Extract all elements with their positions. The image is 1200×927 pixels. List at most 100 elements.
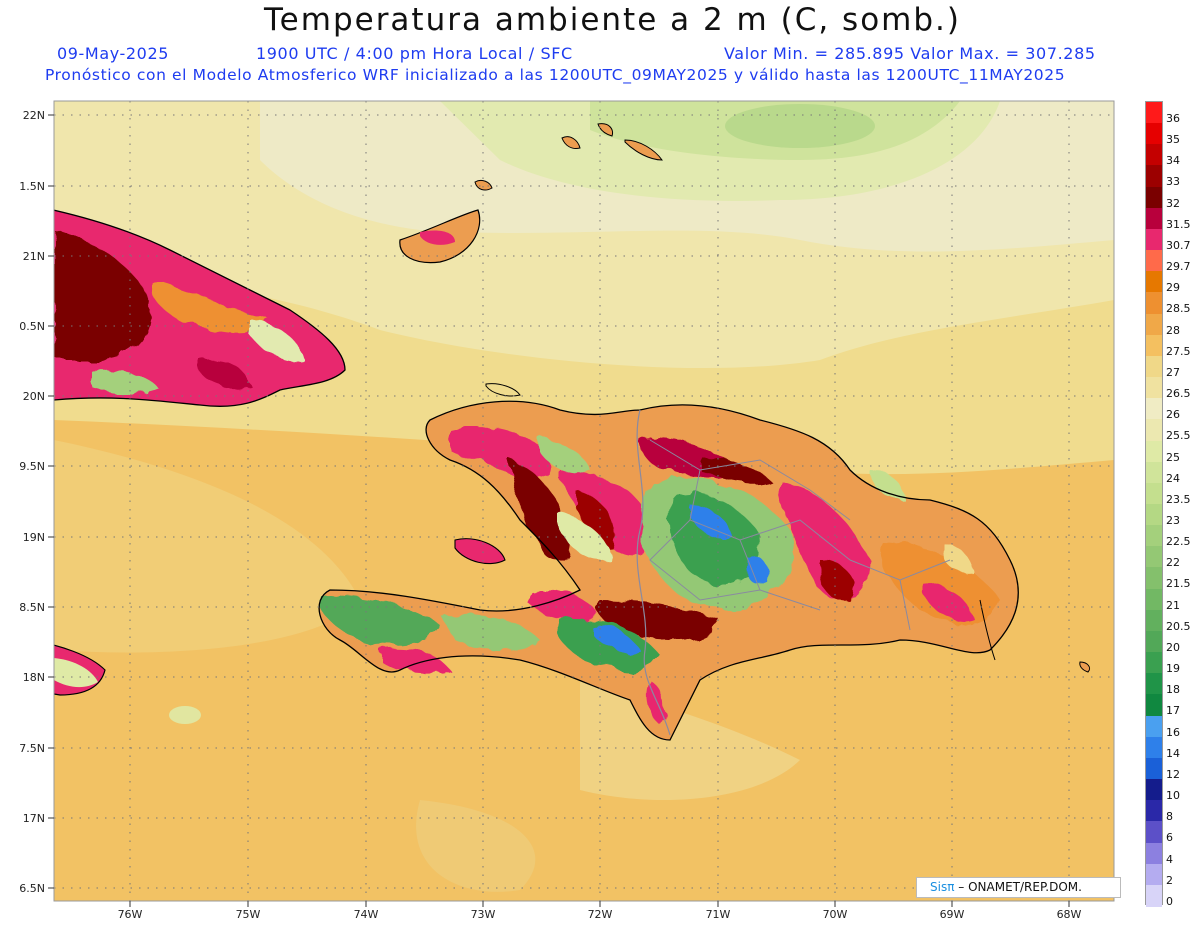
forecast-date: 09-May-2025 <box>57 44 170 63</box>
map-field <box>54 101 1114 901</box>
lon-label: 71W <box>706 908 731 921</box>
legend-label: 29.7 <box>1166 260 1191 274</box>
model-description: Pronóstico con el Modelo Atmosferico WRF… <box>45 66 1066 84</box>
credit-text: – ONAMET/REP.DOM. <box>958 880 1082 894</box>
lat-label: 17N <box>23 812 45 825</box>
map-title: Temperatura ambiente a 2 m (C, somb.) <box>264 2 961 38</box>
legend-label: 29 <box>1166 281 1180 295</box>
legend-swatch <box>1146 588 1162 611</box>
legend-swatch <box>1146 186 1162 209</box>
legend-swatch <box>1146 630 1162 653</box>
legend-label: 19 <box>1166 662 1180 676</box>
legend-swatch <box>1146 144 1162 167</box>
legend-swatch <box>1146 821 1162 844</box>
lat-label: 19N <box>23 531 45 544</box>
lon-label: 73W <box>471 908 496 921</box>
credit-box: Sisπ – ONAMET/REP.DOM. <box>916 877 1121 898</box>
legend-swatch <box>1146 398 1162 420</box>
legend-swatch <box>1146 504 1162 526</box>
legend-swatch <box>1146 123 1162 145</box>
legend-label: 20.5 <box>1166 619 1191 633</box>
legend-swatch <box>1146 546 1162 569</box>
legend-swatch <box>1146 567 1162 590</box>
legend-label: 27.5 <box>1166 344 1191 358</box>
legend-label: 22.5 <box>1166 535 1191 549</box>
legend-label: 18 <box>1166 683 1180 697</box>
lat-label: 20N <box>23 390 45 403</box>
lat-label: 1.5N <box>19 180 45 193</box>
lat-label: 7.5N <box>19 742 45 755</box>
lat-label: 18N <box>23 671 45 684</box>
legend-label: 27 <box>1166 365 1180 379</box>
legend-label: 21 <box>1166 598 1180 612</box>
sispi-logo: Sisπ <box>930 880 955 894</box>
legend-swatch <box>1146 694 1162 717</box>
legend-label: 20 <box>1166 640 1180 654</box>
legend-swatch <box>1146 440 1162 463</box>
legend-label: 35 <box>1166 133 1180 147</box>
legend-swatch <box>1146 652 1162 674</box>
legend-label: 4 <box>1166 852 1173 866</box>
legend-label: 33 <box>1166 175 1180 189</box>
legend-swatch <box>1146 292 1162 315</box>
legend-swatch <box>1146 313 1162 336</box>
legend-label: 6 <box>1166 831 1173 845</box>
legend-swatch <box>1146 207 1162 230</box>
legend-label: 8 <box>1166 810 1173 824</box>
graticule <box>54 101 1114 901</box>
legend-swatch <box>1146 419 1162 442</box>
legend-swatch <box>1146 102 1162 124</box>
legend-label: 10 <box>1166 789 1180 803</box>
legend-swatch <box>1146 779 1162 801</box>
legend-swatch <box>1146 250 1162 272</box>
lat-label: 0.5N <box>19 320 45 333</box>
legend-label: 34 <box>1166 154 1180 168</box>
legend-label: 28.5 <box>1166 302 1191 316</box>
legend-label: 24 <box>1166 471 1180 485</box>
legend-swatch <box>1146 736 1162 759</box>
lat-label: 8.5N <box>19 601 45 614</box>
lon-label: 72W <box>588 908 613 921</box>
legend-swatch <box>1146 884 1162 907</box>
legend-swatch <box>1146 609 1162 632</box>
lon-label: 75W <box>236 908 261 921</box>
legend-label: 23.5 <box>1166 492 1191 506</box>
min-max-values: Valor Min. = 285.895 Valor Max. = 307.28… <box>724 44 1096 63</box>
legend-label: 2 <box>1166 873 1173 887</box>
legend-label: 17 <box>1166 704 1180 718</box>
legend-label: 28 <box>1166 323 1180 337</box>
legend-label: 21.5 <box>1166 577 1191 591</box>
legend-label: 25 <box>1166 450 1180 464</box>
legend-label: 25.5 <box>1166 429 1191 443</box>
legend-label: 26 <box>1166 408 1180 422</box>
lat-label: 22N <box>23 109 45 122</box>
color-legend <box>1145 101 1163 907</box>
legend-label: 12 <box>1166 767 1180 781</box>
legend-swatch <box>1146 525 1162 547</box>
legend-label: 22 <box>1166 556 1180 570</box>
lat-label: 6.5N <box>19 882 45 895</box>
legend-swatch <box>1146 334 1162 357</box>
hispaniola-island <box>318 400 1019 741</box>
legend-label: 26.5 <box>1166 387 1191 401</box>
lon-label: 69W <box>940 908 965 921</box>
legend-swatch <box>1146 355 1162 378</box>
lat-label: 21N <box>23 250 45 263</box>
cuba-island <box>54 209 346 407</box>
legend-label: 16 <box>1166 725 1180 739</box>
legend-swatch <box>1146 271 1162 293</box>
legend-swatch <box>1146 715 1162 738</box>
lon-label: 70W <box>823 908 848 921</box>
legend-swatch <box>1146 842 1162 865</box>
legend-swatch <box>1146 228 1162 251</box>
legend-swatch <box>1146 863 1162 886</box>
lat-label: 9.5N <box>19 460 45 473</box>
legend-swatch <box>1146 377 1162 399</box>
axis-ticks <box>48 114 1070 907</box>
legend-label: 14 <box>1166 746 1180 760</box>
legend-label: 32 <box>1166 196 1180 210</box>
legend-label: 31.5 <box>1166 217 1191 231</box>
forecast-time: 1900 UTC / 4:00 pm Hora Local / SFC <box>256 44 573 63</box>
legend-label: 23 <box>1166 514 1180 527</box>
